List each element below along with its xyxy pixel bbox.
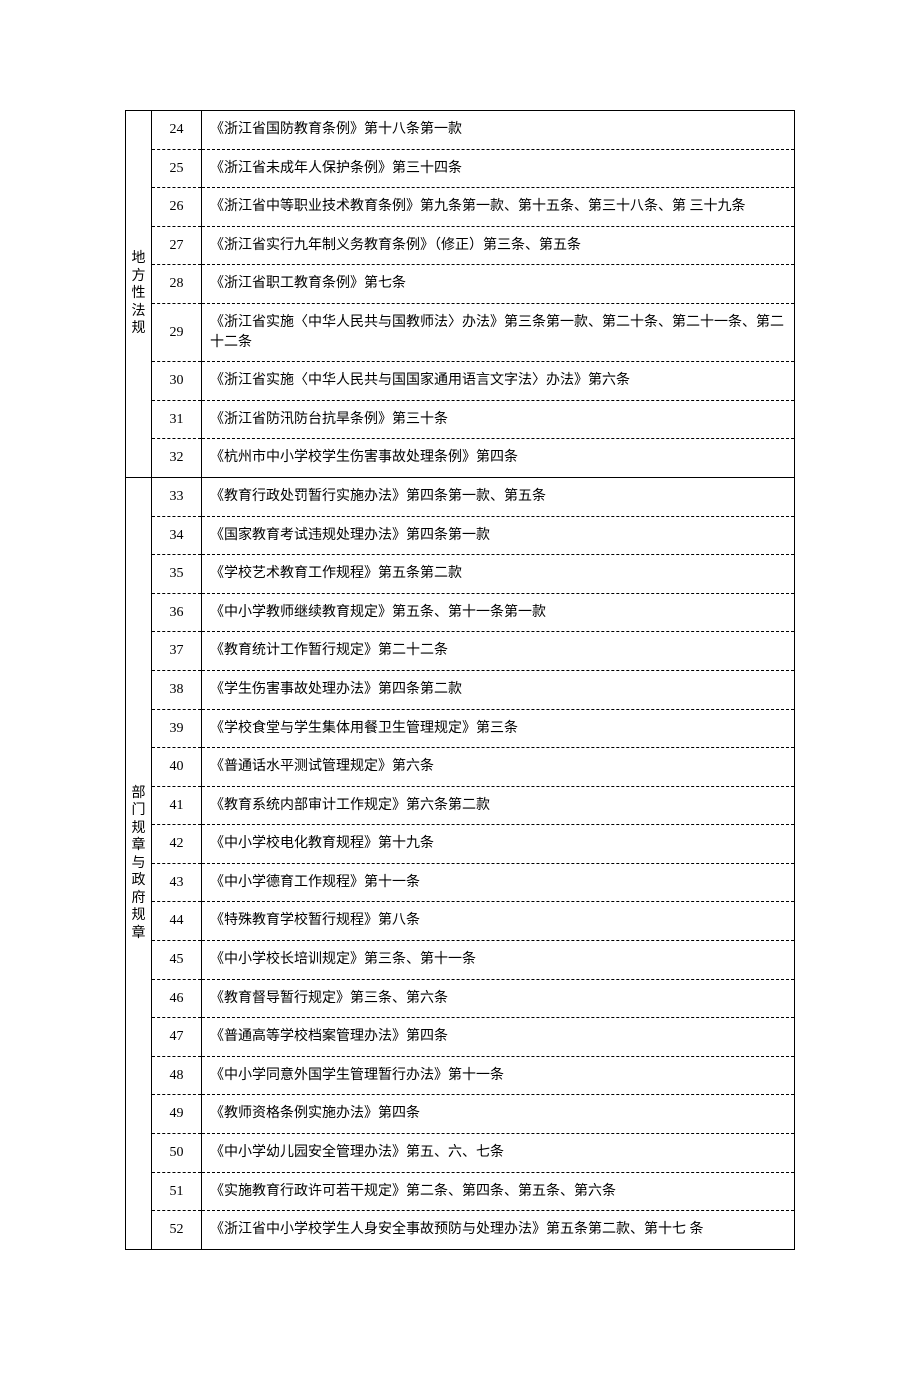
table-row: 49 《教师资格条例实施办法》第四条	[126, 1095, 795, 1134]
desc-cell: 《浙江省国防教育条例》第十八条第一款	[202, 111, 795, 150]
desc-cell: 《杭州市中小学校学生伤害事故处理条例》第四条	[202, 439, 795, 478]
num-cell: 49	[152, 1095, 202, 1134]
table-row: 50 《中小学幼儿园安全管理办法》第五、六、七条	[126, 1134, 795, 1173]
num-cell: 38	[152, 670, 202, 709]
num-cell: 31	[152, 400, 202, 439]
num-cell: 28	[152, 265, 202, 304]
num-cell: 44	[152, 902, 202, 941]
desc-cell: 《中小学同意外国学生管理暂行办法》第十一条	[202, 1056, 795, 1095]
table-row: 39 《学校食堂与学生集体用餐卫生管理规定》第三条	[126, 709, 795, 748]
num-cell: 46	[152, 979, 202, 1018]
desc-cell: 《浙江省职工教育条例》第七条	[202, 265, 795, 304]
table-row: 46 《教育督导暂行规定》第三条、第六条	[126, 979, 795, 1018]
table-row: 27 《浙江省实行九年制义务教育条例》（修正）第三条、第五条	[126, 226, 795, 265]
table-row: 35 《学校艺术教育工作规程》第五条第二款	[126, 555, 795, 594]
num-cell: 52	[152, 1211, 202, 1250]
desc-cell: 《学校食堂与学生集体用餐卫生管理规定》第三条	[202, 709, 795, 748]
table-row: 44 《特殊教育学校暂行规程》第八条	[126, 902, 795, 941]
table-row: 52 《浙江省中小学校学生人身安全事故预防与处理办法》第五条第二款、第十七 条	[126, 1211, 795, 1250]
num-cell: 48	[152, 1056, 202, 1095]
desc-cell: 《浙江省实施〈中华人民共与国国家通用语言文字法〉办法》第六条	[202, 362, 795, 401]
desc-cell: 《教育行政处罚暂行实施办法》第四条第一款、第五条	[202, 477, 795, 516]
num-cell: 33	[152, 477, 202, 516]
desc-cell: 《中小学幼儿园安全管理办法》第五、六、七条	[202, 1134, 795, 1173]
desc-cell: 《浙江省中小学校学生人身安全事故预防与处理办法》第五条第二款、第十七 条	[202, 1211, 795, 1250]
desc-cell: 《教育统计工作暂行规定》第二十二条	[202, 632, 795, 671]
table-row: 32 《杭州市中小学校学生伤害事故处理条例》第四条	[126, 439, 795, 478]
desc-cell: 《普通话水平测试管理规定》第六条	[202, 748, 795, 787]
table-row: 51 《实施教育行政许可若干规定》第二条、第四条、第五条、第六条	[126, 1172, 795, 1211]
table-body: 地方性法规 24 《浙江省国防教育条例》第十八条第一款 25 《浙江省未成年人保…	[126, 111, 795, 1250]
table-row: 30 《浙江省实施〈中华人民共与国国家通用语言文字法〉办法》第六条	[126, 362, 795, 401]
table-row: 41 《教育系统内部审计工作规定》第六条第二款	[126, 786, 795, 825]
num-cell: 30	[152, 362, 202, 401]
desc-cell: 《普通高等学校档案管理办法》第四条	[202, 1018, 795, 1057]
desc-cell: 《实施教育行政许可若干规定》第二条、第四条、第五条、第六条	[202, 1172, 795, 1211]
table-row: 48 《中小学同意外国学生管理暂行办法》第十一条	[126, 1056, 795, 1095]
desc-cell: 《浙江省实行九年制义务教育条例》（修正）第三条、第五条	[202, 226, 795, 265]
table-row: 29 《浙江省实施〈中华人民共与国教师法〉办法》第三条第一款、第二十条、第二十一…	[126, 303, 795, 361]
desc-cell: 《浙江省未成年人保护条例》第三十四条	[202, 149, 795, 188]
num-cell: 25	[152, 149, 202, 188]
desc-cell: 《浙江省中等职业技术教育条例》第九条第一款、第十五条、第三十八条、第 三十九条	[202, 188, 795, 227]
num-cell: 42	[152, 825, 202, 864]
desc-cell: 《教育系统内部审计工作规定》第六条第二款	[202, 786, 795, 825]
desc-cell: 《中小学教师继续教育规定》第五条、第十一条第一款	[202, 593, 795, 632]
desc-cell: 《中小学校电化教育规程》第十九条	[202, 825, 795, 864]
desc-cell: 《中小学校长培训规定》第三条、第十一条	[202, 941, 795, 980]
table-row: 42 《中小学校电化教育规程》第十九条	[126, 825, 795, 864]
table-row: 25 《浙江省未成年人保护条例》第三十四条	[126, 149, 795, 188]
num-cell: 35	[152, 555, 202, 594]
num-cell: 34	[152, 516, 202, 555]
num-cell: 26	[152, 188, 202, 227]
table-row: 47 《普通高等学校档案管理办法》第四条	[126, 1018, 795, 1057]
desc-cell: 《浙江省防汛防台抗旱条例》第三十条	[202, 400, 795, 439]
desc-cell: 《教育督导暂行规定》第三条、第六条	[202, 979, 795, 1018]
num-cell: 47	[152, 1018, 202, 1057]
table-row: 38 《学生伤害事故处理办法》第四条第二款	[126, 670, 795, 709]
num-cell: 39	[152, 709, 202, 748]
table-row: 26 《浙江省中等职业技术教育条例》第九条第一款、第十五条、第三十八条、第 三十…	[126, 188, 795, 227]
table-row: 34 《国家教育考试违规处理办法》第四条第一款	[126, 516, 795, 555]
table-row: 31 《浙江省防汛防台抗旱条例》第三十条	[126, 400, 795, 439]
table-row: 40 《普通话水平测试管理规定》第六条	[126, 748, 795, 787]
desc-cell: 《学生伤害事故处理办法》第四条第二款	[202, 670, 795, 709]
num-cell: 45	[152, 941, 202, 980]
table-row: 28 《浙江省职工教育条例》第七条	[126, 265, 795, 304]
category-cell: 地方性法规	[126, 111, 152, 478]
num-cell: 29	[152, 303, 202, 361]
desc-cell: 《学校艺术教育工作规程》第五条第二款	[202, 555, 795, 594]
table-row: 37 《教育统计工作暂行规定》第二十二条	[126, 632, 795, 671]
num-cell: 36	[152, 593, 202, 632]
desc-cell: 《中小学德育工作规程》第十一条	[202, 863, 795, 902]
table-row: 45 《中小学校长培训规定》第三条、第十一条	[126, 941, 795, 980]
num-cell: 27	[152, 226, 202, 265]
num-cell: 32	[152, 439, 202, 478]
num-cell: 24	[152, 111, 202, 150]
desc-cell: 《浙江省实施〈中华人民共与国教师法〉办法》第三条第一款、第二十条、第二十一条、第…	[202, 303, 795, 361]
table-row: 36 《中小学教师继续教育规定》第五条、第十一条第一款	[126, 593, 795, 632]
num-cell: 40	[152, 748, 202, 787]
num-cell: 50	[152, 1134, 202, 1173]
document-page: 地方性法规 24 《浙江省国防教育条例》第十八条第一款 25 《浙江省未成年人保…	[0, 0, 920, 1390]
table-row: 43 《中小学德育工作规程》第十一条	[126, 863, 795, 902]
desc-cell: 《国家教育考试违规处理办法》第四条第一款	[202, 516, 795, 555]
table-row: 部门规章与政府规章 33 《教育行政处罚暂行实施办法》第四条第一款、第五条	[126, 477, 795, 516]
num-cell: 51	[152, 1172, 202, 1211]
table-row: 地方性法规 24 《浙江省国防教育条例》第十八条第一款	[126, 111, 795, 150]
category-cell: 部门规章与政府规章	[126, 477, 152, 1249]
desc-cell: 《特殊教育学校暂行规程》第八条	[202, 902, 795, 941]
regulations-table: 地方性法规 24 《浙江省国防教育条例》第十八条第一款 25 《浙江省未成年人保…	[125, 110, 795, 1250]
num-cell: 43	[152, 863, 202, 902]
desc-cell: 《教师资格条例实施办法》第四条	[202, 1095, 795, 1134]
num-cell: 37	[152, 632, 202, 671]
num-cell: 41	[152, 786, 202, 825]
